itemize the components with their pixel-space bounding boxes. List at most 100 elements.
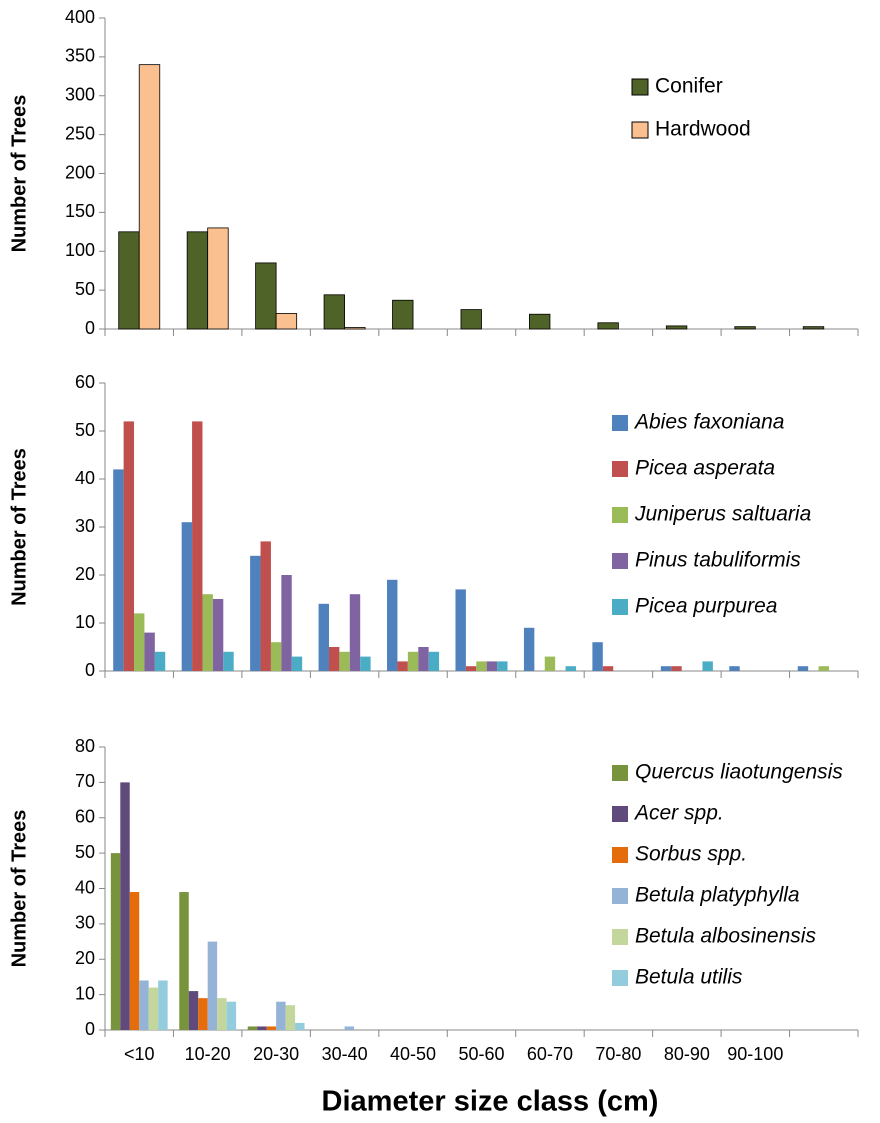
legend-swatch (631, 121, 649, 139)
y-tick-label: 400 (65, 7, 95, 27)
y-tick-label: 20 (75, 564, 95, 584)
bar (144, 632, 155, 671)
bar (349, 594, 361, 671)
y-tick-label: 10 (75, 983, 95, 1003)
legend-label: Conifer (655, 75, 723, 98)
x-tick-label: 30-40 (322, 1044, 368, 1064)
bar (318, 603, 329, 671)
bar (360, 656, 371, 671)
bar (179, 892, 189, 1030)
bar (465, 666, 477, 671)
legend-swatch (612, 806, 628, 822)
bar (397, 661, 408, 671)
bar (275, 313, 298, 330)
legend-label: Sorbus spp. (635, 843, 747, 866)
bar (260, 541, 271, 671)
y-tick-label: 150 (65, 201, 95, 221)
legend-swatch (612, 507, 628, 523)
legend-swatch (612, 599, 628, 615)
bar (328, 647, 340, 671)
bar (428, 651, 440, 671)
legend-label: Juniperus saltuaria (634, 503, 811, 526)
y-axis-label: Number of Trees (8, 95, 30, 253)
x-tick-label: <10 (124, 1044, 155, 1064)
bar (138, 64, 161, 330)
y-tick-label: 40 (75, 877, 95, 897)
bar (497, 661, 508, 671)
y-tick-label: 30 (75, 516, 95, 536)
bar (392, 299, 414, 330)
bar (523, 627, 535, 671)
bar (181, 522, 193, 671)
y-tick-label: 80 (75, 736, 95, 756)
legend-label: Betula albosinensis (635, 925, 816, 948)
bar (407, 651, 419, 671)
bar (202, 594, 213, 671)
bar (565, 666, 576, 671)
y-tick-label: 60 (75, 372, 95, 392)
bar (460, 309, 482, 330)
bar (818, 666, 829, 671)
y-tick-label: 0 (85, 1019, 95, 1039)
bar (158, 980, 168, 1030)
y-tick-label: 300 (65, 85, 95, 105)
bar (266, 1026, 277, 1030)
y-axis-label: Number of Trees (8, 448, 30, 606)
y-tick-label: 70 (75, 771, 95, 791)
bar (154, 651, 166, 671)
bar (797, 666, 809, 671)
bar (597, 322, 619, 330)
bar (257, 1026, 267, 1030)
bar (134, 613, 145, 671)
legend-label: Betula platyphylla (635, 884, 800, 907)
y-tick-label: 200 (65, 162, 95, 182)
x-tick-label: 60-70 (527, 1044, 573, 1064)
bar (295, 1022, 305, 1030)
legend-label: Pinus tabuliformis (635, 549, 801, 572)
legend-swatch (612, 970, 628, 986)
bar (544, 656, 556, 671)
bar (387, 579, 398, 671)
legend-swatch (631, 78, 649, 96)
bar (276, 1001, 286, 1030)
legend-swatch (612, 929, 628, 945)
y-tick-label: 250 (65, 123, 95, 143)
bar (529, 313, 551, 330)
bar (250, 555, 261, 671)
legend-swatch (612, 553, 628, 569)
bar (129, 892, 140, 1030)
x-tick-label: 80-90 (664, 1044, 710, 1064)
bar (734, 326, 756, 330)
bar (223, 651, 234, 671)
bar (139, 980, 149, 1030)
x-tick-label: 20-30 (253, 1044, 299, 1064)
bar (802, 326, 825, 330)
bar (339, 651, 350, 671)
bar (198, 998, 208, 1030)
bar (455, 589, 466, 671)
bar (148, 987, 159, 1030)
y-tick-label: 40 (75, 468, 95, 488)
y-tick-label: 60 (75, 807, 95, 827)
legend-label: Picea asperata (635, 457, 775, 480)
bar (188, 991, 199, 1030)
y-tick-label: 50 (75, 279, 95, 299)
bar (660, 666, 672, 671)
y-tick-label: 0 (85, 318, 95, 338)
bar (110, 853, 121, 1030)
y-tick-label: 20 (75, 948, 95, 968)
y-tick-label: 10 (75, 612, 95, 632)
bar (729, 666, 740, 671)
legend-label: Acer spp. (633, 802, 724, 825)
bar (123, 421, 135, 671)
y-tick-label: 50 (75, 420, 95, 440)
legend-swatch (612, 415, 628, 431)
bar (486, 661, 498, 671)
legend-swatch (612, 461, 628, 477)
legend-swatch (612, 847, 628, 863)
bar (186, 231, 209, 330)
bar (192, 421, 203, 671)
bar (671, 666, 682, 671)
bar (120, 782, 130, 1030)
bar (207, 941, 218, 1030)
